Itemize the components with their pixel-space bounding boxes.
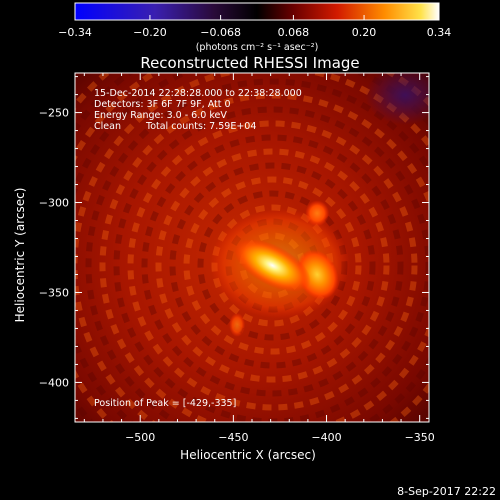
x-axis-ticks: −500 −450 −400 −350 bbox=[83, 73, 435, 444]
total-counts-text: Total counts: 7.59E+04 bbox=[145, 121, 256, 132]
colorbar-tick-label: −0.068 bbox=[200, 26, 241, 39]
colorbar-unit-label: (photons cm⁻² s⁻¹ asec⁻²) bbox=[196, 42, 319, 53]
info-block: 15-Dec-2014 22:28:28.000 to 22:38:28.000… bbox=[94, 88, 302, 132]
source-upper-right bbox=[305, 200, 330, 227]
ripple-ring bbox=[85, 78, 429, 422]
colorbar-gradient bbox=[74, 2, 440, 21]
plot-area bbox=[75, 73, 429, 422]
x-tick-label: −500 bbox=[125, 431, 155, 444]
detectors-text: Detectors: 3F 6F 7F 9F, Att 0 bbox=[94, 99, 231, 110]
colorbar: −0.34 −0.20 −0.068 0.068 0.20 0.34 (photons c… bbox=[58, 2, 451, 53]
colorbar-tick-label: −0.20 bbox=[133, 26, 167, 39]
y-axis-ticks: −400 −350 −300 −250 bbox=[39, 76, 429, 419]
energy-range-text: Energy Range: 3.0 - 6.0 keV bbox=[94, 110, 227, 121]
source-main-peak bbox=[234, 239, 311, 292]
source-layer bbox=[209, 200, 350, 337]
ripple-ring bbox=[113, 106, 429, 422]
y-tick-label: −250 bbox=[39, 107, 69, 120]
dark-region bbox=[365, 73, 429, 125]
x-axis-label: Heliocentric X (arcsec) bbox=[180, 448, 316, 462]
ripple-ring bbox=[141, 134, 404, 397]
x-tick-label: −450 bbox=[218, 431, 248, 444]
x-tick-label: −400 bbox=[311, 431, 341, 444]
colorbar-tick-label: 0.20 bbox=[352, 26, 377, 39]
colorbar-tick-label: 0.34 bbox=[427, 26, 452, 39]
y-tick-label: −300 bbox=[39, 197, 69, 210]
ripple-ring bbox=[155, 148, 390, 383]
colorbar-tick-label: −0.34 bbox=[58, 26, 92, 39]
ripple-ring bbox=[127, 120, 418, 411]
ripple-ring bbox=[99, 92, 429, 422]
method-text: Clean bbox=[94, 121, 121, 132]
x-tick-label: −350 bbox=[405, 431, 435, 444]
timestamp: 8-Sep-2017 22:22 bbox=[397, 485, 496, 498]
ripple-ring bbox=[183, 176, 362, 355]
clean-artifact-ripples bbox=[75, 73, 429, 422]
peak-position-text: Position of Peak = [-429,-335] bbox=[94, 398, 236, 409]
time-range-text: 15-Dec-2014 22:28:28.000 to 22:38:28.000 bbox=[94, 88, 302, 99]
chart-title: Reconstructed RHESSI Image bbox=[140, 54, 359, 72]
colorbar-ticks: −0.34 −0.20 −0.068 0.068 0.20 0.34 bbox=[58, 15, 451, 39]
y-axis-label: Heliocentric Y (arcsec) bbox=[13, 188, 27, 323]
y-tick-label: −350 bbox=[39, 286, 69, 299]
source-lower-small bbox=[229, 312, 246, 337]
ripple-ring bbox=[169, 162, 376, 369]
colorbar-tick-label: 0.068 bbox=[278, 26, 310, 39]
y-tick-label: −400 bbox=[39, 376, 69, 389]
